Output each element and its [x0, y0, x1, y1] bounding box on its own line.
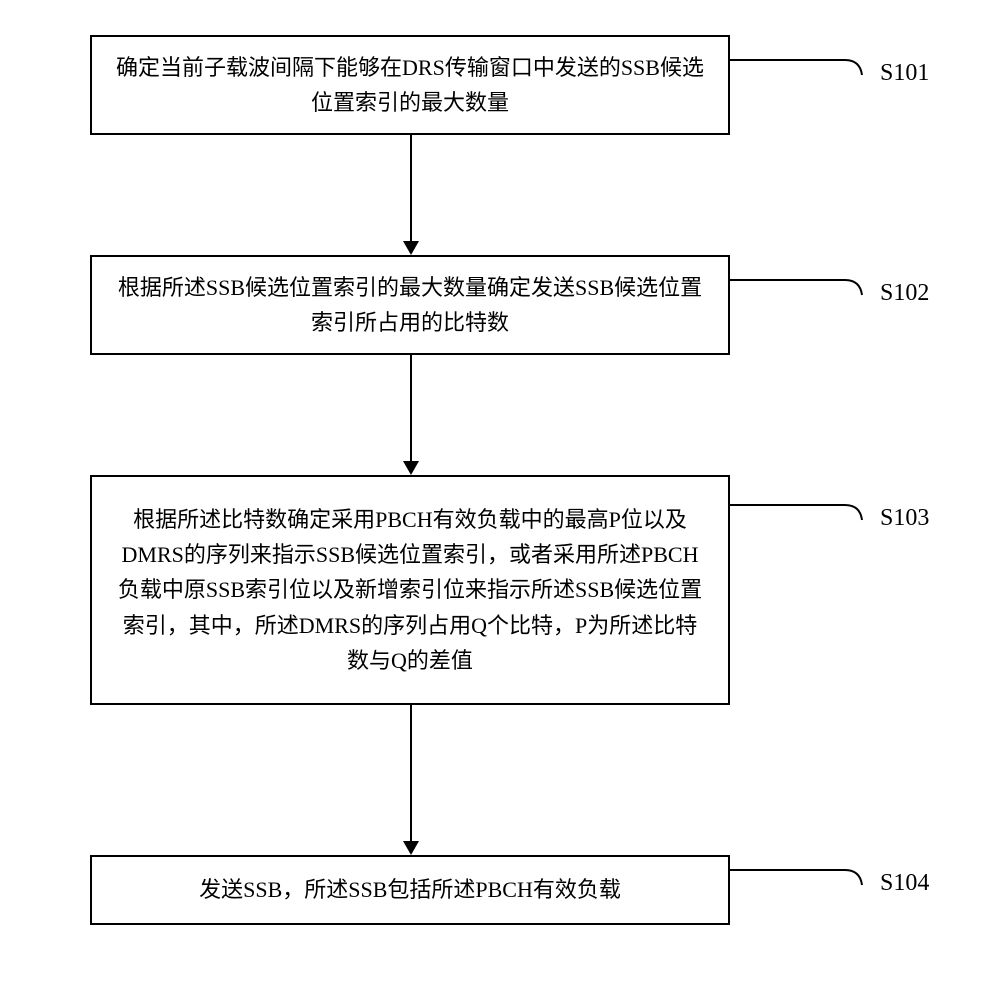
flow-step-s103: 根据所述比特数确定采用PBCH有效负载中的最高P位以及DMRS的序列来指示SSB…: [90, 475, 730, 705]
arrow-3-head: [403, 841, 419, 855]
connector-s104: [730, 858, 875, 898]
flow-step-s101-text: 确定当前子载波间隔下能够在DRS传输窗口中发送的SSB候选位置索引的最大数量: [112, 50, 708, 120]
arrow-2-line: [410, 355, 412, 461]
step-label-s103: S103: [880, 505, 929, 532]
arrow-2-head: [403, 461, 419, 475]
flow-step-s103-text: 根据所述比特数确定采用PBCH有效负载中的最高P位以及DMRS的序列来指示SSB…: [112, 502, 708, 678]
flow-step-s102: 根据所述SSB候选位置索引的最大数量确定发送SSB候选位置索引所占用的比特数: [90, 255, 730, 355]
flow-step-s104: 发送SSB，所述SSB包括所述PBCH有效负载: [90, 855, 730, 925]
step-label-s101: S101: [880, 60, 929, 87]
step-label-s104: S104: [880, 870, 929, 897]
arrow-3-line: [410, 705, 412, 841]
connector-s103: [730, 493, 875, 533]
flowchart-container: 确定当前子载波间隔下能够在DRS传输窗口中发送的SSB候选位置索引的最大数量 S…: [0, 0, 986, 1000]
arrow-1-head: [403, 241, 419, 255]
flow-step-s101: 确定当前子载波间隔下能够在DRS传输窗口中发送的SSB候选位置索引的最大数量: [90, 35, 730, 135]
step-label-s102: S102: [880, 280, 929, 307]
flow-step-s104-text: 发送SSB，所述SSB包括所述PBCH有效负载: [199, 872, 621, 907]
arrow-1-line: [410, 135, 412, 241]
connector-s102: [730, 268, 875, 308]
connector-s101: [730, 48, 875, 88]
flow-step-s102-text: 根据所述SSB候选位置索引的最大数量确定发送SSB候选位置索引所占用的比特数: [112, 270, 708, 340]
